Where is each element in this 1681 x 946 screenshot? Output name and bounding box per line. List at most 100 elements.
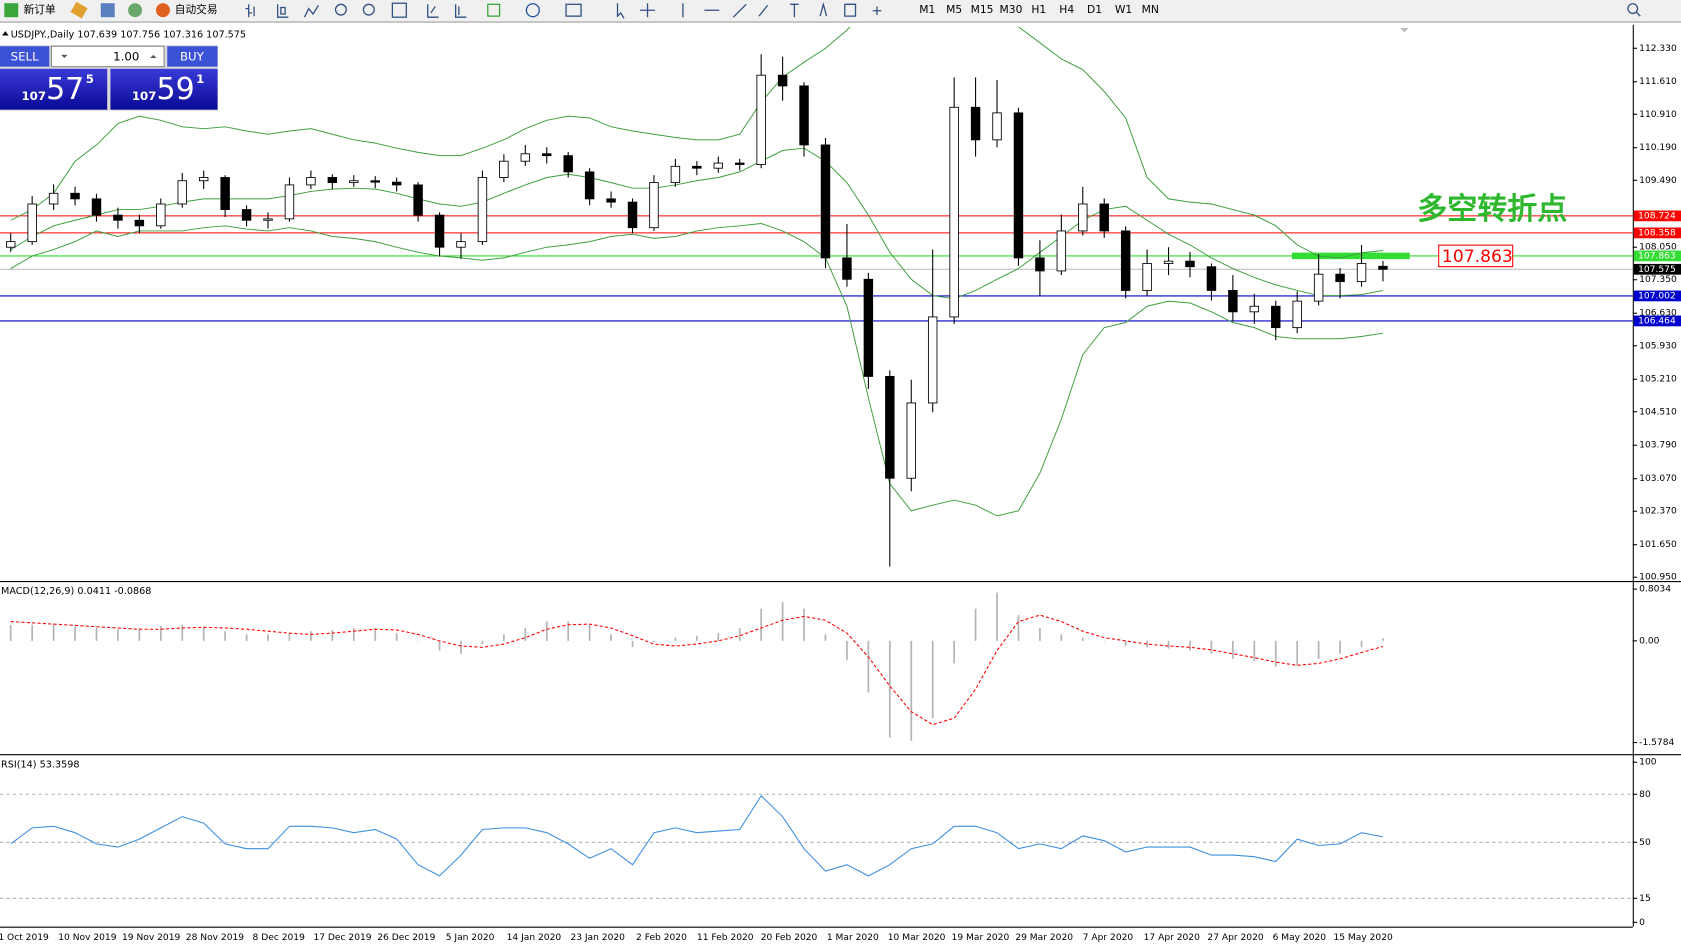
level-label-bg <box>1633 290 1681 302</box>
icon[interactable] <box>128 3 143 18</box>
icon[interactable] <box>277 4 289 18</box>
buy-price-mid[interactable]: 59 <box>157 72 195 107</box>
x-tick-label: 11 Feb 2020 <box>697 933 754 943</box>
y-tick-label: 103.070 <box>1639 474 1677 484</box>
icon[interactable] <box>303 5 319 18</box>
timeframe-button[interactable]: M30 <box>1000 3 1023 16</box>
search-icon[interactable] <box>1627 3 1639 15</box>
macd-bar <box>352 627 355 641</box>
macd-bar <box>631 640 634 648</box>
icon[interactable] <box>70 1 88 19</box>
timeframe-button[interactable]: D1 <box>1087 3 1102 16</box>
indicator-name: MACD(12,26,9) <box>1 586 74 597</box>
x-tick-label: 27 Apr 2020 <box>1207 933 1263 943</box>
tool-icons[interactable] <box>616 3 799 19</box>
candle-body <box>949 106 959 318</box>
candle-body <box>156 203 166 227</box>
candle-body <box>563 155 573 173</box>
x-tick-label: 7 Apr 2020 <box>1083 933 1134 943</box>
timeframe-button[interactable]: H1 <box>1031 3 1046 16</box>
icon[interactable] <box>391 2 407 18</box>
icon[interactable] <box>454 4 467 18</box>
timeframe-button[interactable]: M15 <box>971 3 994 16</box>
candle-body <box>477 177 488 243</box>
y-tick-label: 111.610 <box>1639 77 1677 87</box>
macd-bar <box>803 608 805 641</box>
candle-body <box>6 241 16 248</box>
macd-bar <box>159 626 162 641</box>
rsi-value: 53.3598 <box>40 759 80 770</box>
y-tick-label: 0 <box>1639 918 1645 928</box>
chart-window <box>0 24 1681 946</box>
auto-trade-icon[interactable] <box>155 3 170 18</box>
buy-label[interactable]: BUY <box>180 49 205 63</box>
macd-bar <box>1317 640 1320 659</box>
candle-body <box>1292 300 1302 329</box>
y-tick-label: 105.930 <box>1639 341 1677 351</box>
icon[interactable] <box>427 4 439 18</box>
macd-bar <box>1274 640 1277 667</box>
buy-button[interactable] <box>167 46 218 67</box>
lots-input[interactable] <box>50 45 165 68</box>
x-tick-label: 19 Nov 2019 <box>122 933 180 943</box>
new-order-icon[interactable] <box>4 3 19 18</box>
timeframe-button[interactable]: M5 <box>946 3 962 16</box>
icon[interactable] <box>487 3 501 17</box>
macd-bar <box>867 640 870 693</box>
timeframe-button[interactable]: H4 <box>1059 3 1074 16</box>
macd-bar <box>310 631 312 641</box>
macd-bar <box>588 624 591 641</box>
timeframe-button[interactable]: W1 <box>1115 3 1132 16</box>
candle-body <box>863 278 874 377</box>
icon[interactable] <box>525 3 540 18</box>
sell-label[interactable]: SELL <box>11 49 39 63</box>
toolbar-button[interactable]: 新订单 <box>24 3 56 16</box>
toolbar-button[interactable]: 自动交易 <box>175 3 218 16</box>
buy-price-small[interactable]: 1 <box>196 72 204 86</box>
bollinger-upper <box>10 26 1384 259</box>
level-label-bg <box>1633 315 1681 327</box>
lots-value[interactable]: 1.00 <box>113 49 139 63</box>
macd-bar <box>460 640 462 654</box>
zoom-out-icon[interactable] <box>362 3 375 16</box>
macd-bar <box>1039 627 1041 641</box>
candle-body <box>970 106 981 141</box>
y-tick-label: 0.8034 <box>1639 585 1671 595</box>
buy-price-box[interactable] <box>110 68 218 110</box>
x-tick-label: 19 Mar 2020 <box>952 933 1010 943</box>
timeframe-button[interactable]: MN <box>1142 3 1159 16</box>
macd-bar <box>481 640 484 645</box>
macd-bar <box>1167 640 1170 649</box>
candle-body <box>434 214 445 248</box>
candle-body <box>1249 305 1260 313</box>
sell-price-big[interactable]: 107 <box>21 89 46 103</box>
timeframe-button[interactable]: M1 <box>919 3 935 16</box>
candle-body <box>627 201 638 229</box>
candle-body <box>542 153 552 157</box>
bid-label-bg <box>1633 263 1681 275</box>
icon[interactable] <box>565 3 582 17</box>
timeframe-bar: M1 M5 M15 M30 H1 H4 D1 W1 MN <box>919 3 1159 16</box>
tool-icons[interactable] <box>819 1 882 17</box>
sell-price-box[interactable] <box>0 68 108 110</box>
sell-price-small[interactable]: 5 <box>86 72 94 86</box>
candle-body <box>1056 230 1067 272</box>
candle-body <box>70 192 80 200</box>
sell-price-mid[interactable]: 57 <box>46 72 84 107</box>
candle-body <box>284 184 295 220</box>
buy-price-big[interactable]: 107 <box>132 89 157 103</box>
macd-bar <box>1103 640 1106 642</box>
search-icon-handle[interactable] <box>1635 11 1641 17</box>
candle-body <box>1271 305 1281 329</box>
sell-button[interactable] <box>0 46 50 67</box>
y-tick-label: 103.790 <box>1639 441 1677 451</box>
icon[interactable] <box>100 3 115 18</box>
candle-body <box>499 160 509 178</box>
y-tick-label: 80 <box>1639 790 1651 800</box>
level-label: 108.724 <box>1638 211 1676 221</box>
icon[interactable] <box>245 4 255 18</box>
zoom-in-icon[interactable] <box>334 3 347 16</box>
macd-bar <box>1060 634 1063 641</box>
candle-body <box>48 192 59 205</box>
